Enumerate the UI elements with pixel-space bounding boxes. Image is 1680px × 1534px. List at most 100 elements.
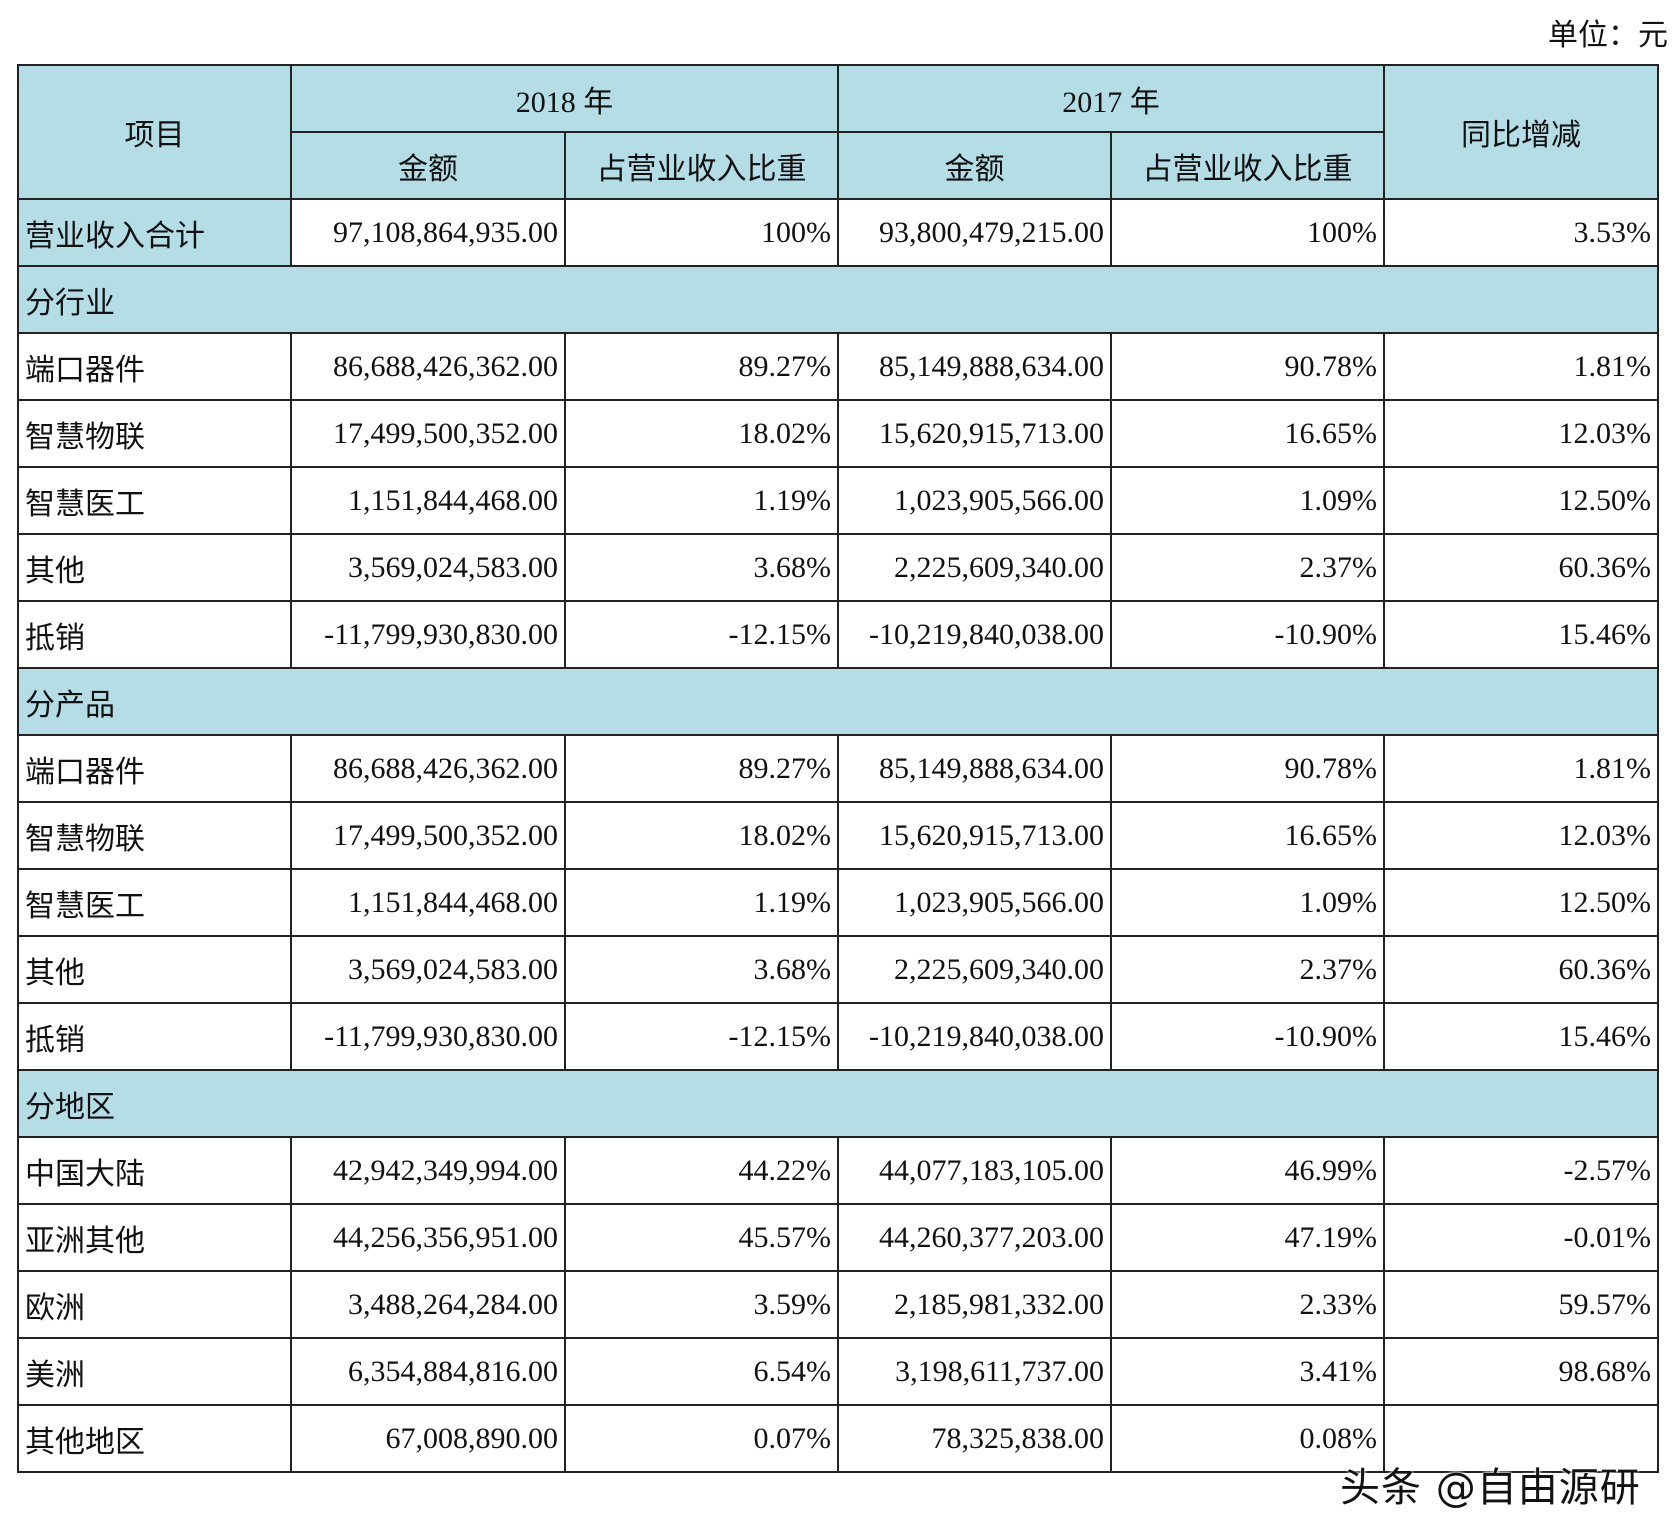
unit-label: 单位：元 xyxy=(1548,19,1668,52)
amount-2017: 2,225,609,340.00 xyxy=(837,533,1112,602)
share-2017: 16.65% xyxy=(1110,399,1385,468)
total-amount-2017: 93,800,479,215.00 xyxy=(837,198,1112,267)
table-row: 端口器件 86,688,426,362.00 89.27% 85,149,888,63… xyxy=(17,734,1659,803)
amount-2017: 1,023,905,566.00 xyxy=(837,466,1112,535)
row-label: 智慧物联 xyxy=(17,399,292,468)
share-2018: -12.15% xyxy=(564,600,839,669)
yoy: -2.57% xyxy=(1383,1136,1659,1205)
amount-2017: 85,149,888,634.00 xyxy=(837,734,1112,803)
row-label: 其他 xyxy=(17,533,292,602)
share-2018: 3.68% xyxy=(564,935,839,1004)
total-share-2017: 100% xyxy=(1110,198,1385,267)
yoy: 12.50% xyxy=(1383,868,1659,937)
yoy: 60.36% xyxy=(1383,935,1659,1004)
row-label: 抵销 xyxy=(17,600,292,669)
yoy: 15.46% xyxy=(1383,1002,1659,1071)
row-label: 抵销 xyxy=(17,1002,292,1071)
share-2018: 18.02% xyxy=(564,399,839,468)
share-2017: 90.78% xyxy=(1110,332,1385,401)
table-row: 美洲 6,354,884,816.00 6.54% 3,198,611,737.00 3… xyxy=(17,1337,1659,1406)
yoy: -0.01% xyxy=(1383,1203,1659,1272)
total-row: 营业收入合计 97,108,864,935.00 100% 93,800,479… xyxy=(17,198,1659,267)
yoy: 12.03% xyxy=(1383,399,1659,468)
share-2018: -12.15% xyxy=(564,1002,839,1071)
yoy xyxy=(1383,1404,1659,1473)
share-2018: 0.07% xyxy=(564,1404,839,1473)
amount-2018: -11,799,930,830.00 xyxy=(290,600,566,669)
header-amount-2017: 金额 xyxy=(837,131,1112,200)
table-row: 欧洲 3,488,264,284.00 3.59% 2,185,981,332.00 2… xyxy=(17,1270,1659,1339)
amount-2017: 44,260,377,203.00 xyxy=(837,1203,1112,1272)
header-item: 项目 xyxy=(17,64,292,200)
yoy: 1.81% xyxy=(1383,734,1659,803)
amount-2018: 17,499,500,352.00 xyxy=(290,399,566,468)
row-label: 端口器件 xyxy=(17,332,292,401)
total-yoy: 3.53% xyxy=(1383,198,1659,267)
table-row: 智慧医工 1,151,844,468.00 1.19% 1,023,905,566.0… xyxy=(17,466,1659,535)
amount-2018: 44,256,356,951.00 xyxy=(290,1203,566,1272)
amount-2018: 86,688,426,362.00 xyxy=(290,332,566,401)
row-label: 其他地区 xyxy=(17,1404,292,1473)
section-title: 分地区 xyxy=(17,1069,1659,1138)
amount-2018: 86,688,426,362.00 xyxy=(290,734,566,803)
total-label: 营业收入合计 xyxy=(17,198,292,267)
share-2017: 2.37% xyxy=(1110,533,1385,602)
revenue-table: 项目 2018 年 2017 年 同比增减 金额 占营业收入比重 金额 占营业收… xyxy=(17,64,1659,1473)
amount-2017: -10,219,840,038.00 xyxy=(837,1002,1112,1071)
share-2017: 1.09% xyxy=(1110,868,1385,937)
yoy: 1.81% xyxy=(1383,332,1659,401)
share-2018: 89.27% xyxy=(564,332,839,401)
row-label: 其他 xyxy=(17,935,292,1004)
row-label: 中国大陆 xyxy=(17,1136,292,1205)
share-2017: -10.90% xyxy=(1110,1002,1385,1071)
watermark: 头条 @自由源研 xyxy=(1340,1465,1641,1511)
section-row: 分地区 xyxy=(17,1069,1659,1138)
section-title: 分产品 xyxy=(17,667,1659,736)
yoy: 59.57% xyxy=(1383,1270,1659,1339)
share-2017: 3.41% xyxy=(1110,1337,1385,1406)
table-row: 智慧物联 17,499,500,352.00 18.02% 15,620,915,71… xyxy=(17,399,1659,468)
yoy: 12.50% xyxy=(1383,466,1659,535)
header-2018: 2018 年 xyxy=(290,64,839,133)
table-row: 抵销 -11,799,930,830.00 -12.15% -10,219,840,0… xyxy=(17,1002,1659,1071)
header-2017: 2017 年 xyxy=(837,64,1385,133)
share-2018: 6.54% xyxy=(564,1337,839,1406)
amount-2017: 44,077,183,105.00 xyxy=(837,1136,1112,1205)
table-row: 其他地区 67,008,890.00 0.07% 78,325,838.00 0.08% xyxy=(17,1404,1659,1473)
header-row-1: 项目 2018 年 2017 年 同比增减 xyxy=(17,64,1659,200)
row-label: 端口器件 xyxy=(17,734,292,803)
share-2017: -10.90% xyxy=(1110,600,1385,669)
share-2017: 16.65% xyxy=(1110,801,1385,870)
share-2017: 2.33% xyxy=(1110,1270,1385,1339)
header-yoy: 同比增减 xyxy=(1383,64,1659,200)
section-title: 分行业 xyxy=(17,265,1659,334)
amount-2017: 3,198,611,737.00 xyxy=(837,1337,1112,1406)
table-row: 智慧物联 17,499,500,352.00 18.02% 15,620,915,71… xyxy=(17,801,1659,870)
amount-2018: 3,569,024,583.00 xyxy=(290,533,566,602)
header-amount-2018: 金额 xyxy=(290,131,566,200)
amount-2017: 1,023,905,566.00 xyxy=(837,868,1112,937)
amount-2018: 6,354,884,816.00 xyxy=(290,1337,566,1406)
table-row: 其他 3,569,024,583.00 3.68% 2,225,609,340.00 2… xyxy=(17,935,1659,1004)
amount-2017: 15,620,915,713.00 xyxy=(837,801,1112,870)
table-row: 其他 3,569,024,583.00 3.68% 2,225,609,340.00 2… xyxy=(17,533,1659,602)
share-2017: 2.37% xyxy=(1110,935,1385,1004)
table-row: 智慧医工 1,151,844,468.00 1.19% 1,023,905,566.0… xyxy=(17,868,1659,937)
share-2017: 47.19% xyxy=(1110,1203,1385,1272)
share-2018: 1.19% xyxy=(564,466,839,535)
total-share-2018: 100% xyxy=(564,198,839,267)
row-label: 欧洲 xyxy=(17,1270,292,1339)
share-2018: 89.27% xyxy=(564,734,839,803)
table-row: 抵销 -11,799,930,830.00 -12.15% -10,219,840,0… xyxy=(17,600,1659,669)
amount-2018: 3,488,264,284.00 xyxy=(290,1270,566,1339)
row-label: 智慧医工 xyxy=(17,868,292,937)
amount-2017: -10,219,840,038.00 xyxy=(837,600,1112,669)
share-2018: 44.22% xyxy=(564,1136,839,1205)
amount-2018: 42,942,349,994.00 xyxy=(290,1136,566,1205)
share-2017: 46.99% xyxy=(1110,1136,1385,1205)
share-2018: 18.02% xyxy=(564,801,839,870)
amount-2017: 85,149,888,634.00 xyxy=(837,332,1112,401)
header-share-2017: 占营业收入比重 xyxy=(1110,131,1385,200)
row-label: 亚洲其他 xyxy=(17,1203,292,1272)
share-2018: 45.57% xyxy=(564,1203,839,1272)
